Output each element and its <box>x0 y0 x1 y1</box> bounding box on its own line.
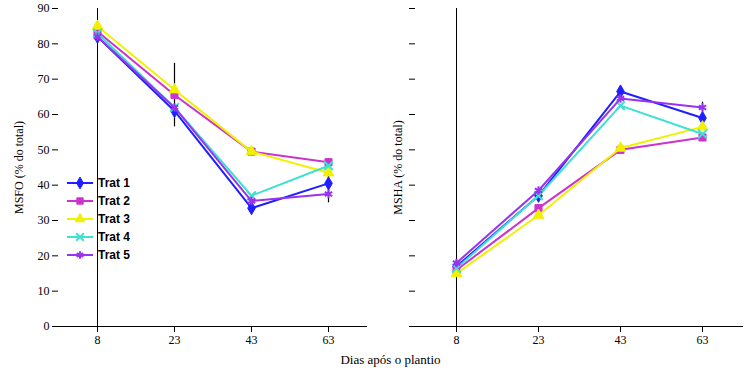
svg-text:23: 23 <box>169 333 181 347</box>
svg-text:40: 40 <box>38 178 50 192</box>
svg-text:90: 90 <box>38 1 50 15</box>
html-text:Dias após o plantio: Dias após o plantio <box>340 352 441 367</box>
svg-text:63: 63 <box>323 333 335 347</box>
html-text:Trat 4: Trat 4 <box>98 230 130 244</box>
svg-text:0: 0 <box>44 319 50 333</box>
svg-text:10: 10 <box>38 284 50 298</box>
svg-text:8: 8 <box>454 333 460 347</box>
html-text:Trat 1: Trat 1 <box>98 176 130 190</box>
svg-text:20: 20 <box>38 249 50 263</box>
svg-text:MSHA (% do total): MSHA (% do total) <box>391 120 405 214</box>
html-text:Trat 5: Trat 5 <box>98 248 130 262</box>
svg-text:MSFO (% do total): MSFO (% do total) <box>12 121 26 214</box>
svg-text:60: 60 <box>38 107 50 121</box>
svg-text:80: 80 <box>38 37 50 51</box>
svg-text:30: 30 <box>38 213 50 227</box>
svg-text:23: 23 <box>533 333 545 347</box>
svg-text:50: 50 <box>38 143 50 157</box>
svg-text:8: 8 <box>95 333 101 347</box>
svg-text:43: 43 <box>615 333 627 347</box>
svg-text:43: 43 <box>246 333 258 347</box>
html-text:Trat 2: Trat 2 <box>98 194 130 208</box>
html-text:Trat 3: Trat 3 <box>98 212 130 226</box>
svg-text:70: 70 <box>38 72 50 86</box>
svg-text:63: 63 <box>697 333 709 347</box>
